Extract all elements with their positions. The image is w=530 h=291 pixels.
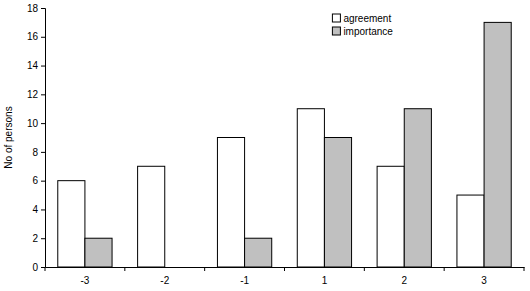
y-tick-mark	[41, 94, 45, 95]
y-tick-mark	[41, 152, 45, 153]
x-tick-label: 3	[481, 275, 487, 286]
y-tick: 16	[27, 31, 45, 42]
y-tick-label: 8	[32, 147, 38, 158]
y-tick-label: 12	[27, 89, 39, 100]
legend: agreement importance	[332, 13, 393, 37]
bar	[324, 138, 351, 268]
y-tick-label: 16	[27, 31, 39, 42]
y-tick: 2	[32, 233, 45, 244]
x-separator	[444, 267, 445, 271]
x-tick: 1	[322, 267, 328, 286]
y-tick: 10	[27, 118, 45, 129]
bar	[245, 238, 272, 267]
y-tick-label: 10	[27, 118, 39, 129]
y-axis-title: No of persons	[3, 106, 14, 168]
y-tick-mark	[41, 66, 45, 67]
legend-label: importance	[343, 26, 393, 37]
y-tick-mark	[41, 181, 45, 182]
x-tick-label: -1	[240, 275, 249, 286]
x-separator	[364, 267, 365, 271]
bar	[297, 109, 324, 267]
y-tick-mark	[41, 37, 45, 38]
x-separator	[204, 267, 205, 271]
bar	[404, 109, 431, 267]
bar	[217, 138, 244, 268]
y-tick-label: 14	[27, 60, 39, 71]
x-axis: -3 -2 -1 1 2 3	[45, 267, 525, 286]
x-separator	[284, 267, 285, 271]
y-tick-label: 0	[32, 262, 38, 273]
bar	[165, 267, 192, 268]
y-tick-mark	[41, 209, 45, 210]
y-tick-label: 18	[27, 3, 39, 14]
bar	[58, 181, 85, 267]
bar	[484, 22, 511, 267]
x-tick-label: -3	[80, 275, 89, 286]
x-separator	[124, 267, 125, 271]
legend-swatch	[332, 27, 340, 35]
x-tick-label: -2	[160, 275, 169, 286]
y-tick: 14	[27, 60, 45, 71]
bar	[377, 166, 404, 267]
y-tick: 0	[32, 262, 45, 273]
y-axis: 0 2 4 6 8 10 12 14 16 18	[27, 3, 46, 273]
chart: 024681012141618-3-2-1123No of personsagr…	[0, 0, 530, 291]
y-axis-line	[41, 9, 46, 268]
legend-item: importance	[332, 26, 393, 37]
y-tick-mark	[41, 123, 45, 124]
y-tick-label: 2	[32, 233, 38, 244]
y-tick-mark	[41, 267, 45, 268]
x-separator	[524, 267, 525, 271]
y-tick: 8	[32, 147, 45, 158]
x-tick: -2	[160, 267, 169, 286]
x-tick-label: 2	[401, 275, 407, 286]
x-separator	[45, 267, 46, 271]
x-tick: -3	[80, 267, 89, 286]
y-tick-label: 6	[32, 175, 38, 186]
x-tick: 3	[481, 267, 487, 286]
y-tick-label: 4	[32, 204, 38, 215]
legend-swatch	[332, 14, 340, 22]
bars	[58, 22, 511, 267]
bar	[138, 166, 165, 267]
x-tick: -1	[240, 267, 249, 286]
plot: 024681012141618-3-2-1123	[27, 3, 525, 286]
y-tick: 18	[27, 3, 45, 14]
y-tick-mark	[41, 238, 45, 239]
legend-item: agreement	[332, 13, 391, 24]
y-tick: 6	[32, 175, 45, 186]
y-tick: 12	[27, 89, 45, 100]
bar	[457, 195, 484, 267]
legend-label: agreement	[343, 13, 391, 24]
y-tick: 4	[32, 204, 45, 215]
x-tick-label: 1	[322, 275, 328, 286]
bar	[85, 238, 112, 267]
y-tick-mark	[41, 8, 45, 9]
x-tick: 2	[401, 267, 407, 286]
